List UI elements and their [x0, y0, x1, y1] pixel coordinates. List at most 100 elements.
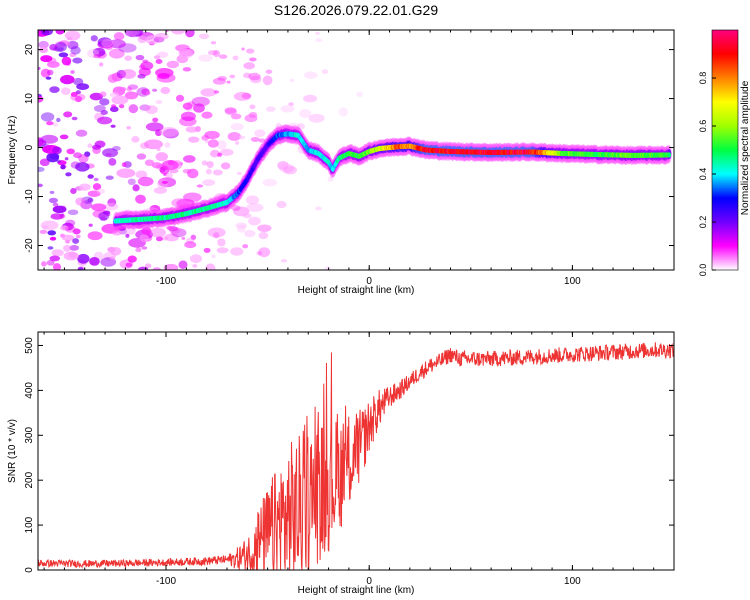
- noise-blob: [63, 111, 73, 118]
- noise-blob: [164, 233, 179, 242]
- noise-blob: [227, 132, 241, 141]
- noise-blob: [245, 195, 259, 205]
- noise-blob: [144, 139, 164, 150]
- snr-x-ticks: -100 0 100: [43, 332, 675, 587]
- noise-blob: [160, 86, 171, 95]
- spectrogram-x-axis-label: Height of straight line (km): [298, 285, 415, 296]
- noise-blob: [135, 54, 145, 61]
- noise-blob: [96, 188, 106, 195]
- noise-blob: [159, 127, 179, 137]
- noise-blob: [50, 213, 64, 220]
- noise-blob: [40, 134, 59, 144]
- noise-blob: [45, 76, 52, 80]
- snr-panel: -100 0 100 0 100 200 300 400 500 Height of stra…: [7, 331, 675, 596]
- noise-blob: [63, 244, 71, 252]
- noise-blob: [70, 92, 78, 97]
- noise-blob: [220, 148, 234, 156]
- noise-blob: [217, 75, 227, 81]
- noise-blob: [124, 209, 133, 216]
- noise-blob: [258, 231, 269, 240]
- y-tick-label: -20: [24, 238, 35, 253]
- noise-blob: [89, 256, 100, 266]
- noise-blob: [288, 102, 294, 107]
- snr-y-axis-label: SNR (10 * v/v): [7, 419, 18, 483]
- noise-blob: [93, 177, 99, 182]
- noise-blob: [135, 247, 142, 253]
- noise-blob: [127, 255, 137, 263]
- noise-blob: [60, 225, 69, 231]
- noise-blob: [63, 251, 80, 261]
- noise-blob: [157, 72, 170, 80]
- noise-blob: [236, 171, 242, 176]
- noise-blob: [87, 231, 103, 241]
- noise-blob: [229, 74, 236, 79]
- noise-blob: [120, 69, 137, 79]
- noise-blob: [189, 254, 203, 264]
- noise-blob: [87, 48, 100, 58]
- noise-blob: [72, 238, 80, 244]
- noise-blob: [246, 203, 264, 212]
- y-tick-label: 10: [24, 93, 35, 105]
- y-tick-label: 500: [24, 337, 35, 354]
- noise-blob: [235, 141, 240, 145]
- noise-blob: [41, 261, 47, 267]
- noise-blob: [87, 174, 94, 179]
- noise-blob: [118, 104, 125, 109]
- noise-blob: [233, 91, 251, 101]
- noise-blob: [131, 136, 140, 143]
- noise-blob: [277, 160, 289, 170]
- noise-blob: [47, 246, 54, 250]
- noise-blob: [207, 227, 226, 238]
- noise-blob: [190, 234, 197, 241]
- noise-blob: [156, 51, 169, 58]
- noise-blob: [242, 244, 249, 249]
- noise-blob: [230, 113, 242, 120]
- noise-blob: [212, 77, 226, 85]
- noise-blob: [207, 50, 218, 56]
- noise-blob: [171, 198, 189, 208]
- noise-blob: [201, 135, 210, 141]
- noise-blob: [216, 247, 229, 254]
- noise-blob: [152, 88, 158, 92]
- noise-blob: [327, 176, 334, 182]
- noise-blob: [90, 35, 98, 42]
- noise-blob: [276, 200, 287, 209]
- snr-series-line: [38, 341, 674, 570]
- noise-blob: [56, 159, 62, 163]
- noise-blob: [67, 209, 79, 216]
- noise-blob: [99, 98, 110, 106]
- noise-blob: [84, 151, 91, 157]
- noise-blob: [265, 69, 273, 74]
- colorbar-gradient: [711, 29, 739, 271]
- snr-y-ticks: 0 100 200 300 400 500: [24, 337, 674, 573]
- noise-blob: [75, 90, 81, 95]
- noise-blob: [324, 266, 332, 270]
- noise-blob: [121, 162, 127, 168]
- noise-blob: [126, 126, 131, 130]
- noise-blob: [112, 230, 122, 236]
- noise-blob: [181, 236, 186, 240]
- noise-blob: [249, 57, 257, 62]
- noise-blob: [59, 134, 69, 140]
- colorbar-tick-label: 0.6: [698, 120, 708, 133]
- noise-blob: [220, 162, 231, 170]
- noise-blob: [91, 203, 107, 212]
- noise-blob: [98, 62, 104, 67]
- noise-blob: [205, 263, 216, 270]
- noise-blob: [72, 57, 83, 64]
- noise-blob: [258, 138, 266, 143]
- noise-blob: [248, 72, 261, 81]
- noise-blob: [109, 256, 116, 261]
- noise-blob: [150, 227, 166, 238]
- noise-blob: [212, 232, 220, 239]
- noise-blob: [144, 263, 152, 269]
- noise-blob: [250, 75, 262, 84]
- noise-blob: [338, 107, 348, 117]
- noise-blob: [118, 225, 126, 231]
- noise-blob: [67, 40, 79, 50]
- noise-blob: [171, 228, 187, 238]
- snr-x-axis-label: Height of straight line (km): [298, 585, 415, 596]
- noise-blob: [127, 84, 139, 90]
- noise-blob: [193, 103, 205, 113]
- noise-blob: [87, 197, 93, 203]
